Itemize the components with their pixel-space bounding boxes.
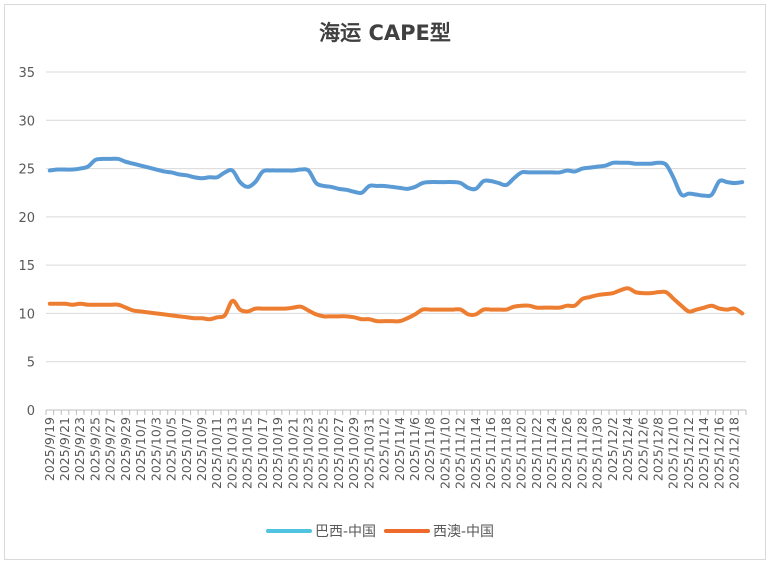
- x-tick-label: 2025/9/25: [87, 417, 102, 481]
- x-tick-label: 2025/10/9: [194, 417, 209, 481]
- x-tick-label: 2025/10/3: [148, 417, 163, 481]
- x-tick-label: 2025/10/25: [316, 417, 331, 489]
- x-tick-label: 2025/10/11: [209, 417, 224, 489]
- y-tick-label: 15: [18, 259, 35, 274]
- x-tick-label: 2025/11/14: [468, 417, 483, 489]
- x-tick-label: 2025/9/29: [118, 417, 133, 481]
- y-tick-label: 35: [18, 66, 35, 81]
- x-tick-label: 2025/10/19: [270, 417, 285, 489]
- x-tick-label: 2025/11/20: [514, 417, 529, 489]
- x-tick-label: 2025/11/2: [377, 417, 392, 481]
- series-line-2: [47, 286, 745, 324]
- x-tick-label: 2025/10/17: [255, 417, 270, 489]
- x-tick-label: 2025/10/29: [346, 417, 361, 489]
- y-tick-label: 0: [27, 404, 35, 419]
- x-tick-label: 2025/11/30: [590, 417, 605, 489]
- x-tick-label: 2025/10/1: [133, 417, 148, 481]
- x-tick-label: 2025/12/14: [696, 417, 711, 489]
- x-tick-label: 2025/10/21: [285, 417, 300, 489]
- x-tick-label: 2025/11/22: [529, 417, 544, 489]
- chart-title: 海运 CAPE型: [319, 21, 451, 45]
- x-tick-label: 2025/10/31: [361, 417, 376, 489]
- x-tick-label: 2025/12/6: [635, 417, 650, 481]
- x-tick-label: 2025/12/2: [605, 417, 620, 481]
- y-tick-label: 10: [18, 307, 35, 322]
- series-lines: [47, 156, 745, 324]
- y-tick-label: 5: [27, 356, 35, 371]
- x-tick-label: 2025/10/27: [331, 417, 346, 489]
- x-tick-label: 2025/11/24: [544, 417, 559, 489]
- y-tick-label: 30: [18, 114, 35, 129]
- x-tick-label: 2025/11/18: [498, 417, 513, 489]
- x-tick-label: 2025/12/18: [727, 417, 742, 489]
- x-tick-label: 2025/10/15: [240, 417, 255, 489]
- x-tick-label: 2025/9/23: [72, 417, 87, 481]
- x-tick-label: 2025/12/8: [651, 417, 666, 481]
- x-tick-label: 2025/11/10: [437, 417, 452, 489]
- series-line-1: [47, 156, 745, 199]
- x-tick-label: 2025/10/23: [301, 417, 316, 489]
- x-tick-label: 2025/11/12: [453, 417, 468, 489]
- y-tick-label: 25: [18, 163, 35, 178]
- chart-frame: [4, 4, 766, 560]
- x-tick-label: 2025/11/6: [407, 417, 422, 481]
- x-tick-label: 2025/12/4: [620, 417, 635, 481]
- x-tick-label: 2025/9/27: [103, 417, 118, 481]
- x-tick-label: 2025/10/13: [224, 417, 239, 489]
- x-tick-label: 2025/11/16: [483, 417, 498, 489]
- x-tick-label: 2025/12/16: [711, 417, 726, 489]
- x-tick-label: 2025/10/7: [179, 417, 194, 481]
- legend-label-2: 西澳-中国: [433, 524, 494, 540]
- legend: 巴西-中国 西澳-中国: [266, 524, 494, 540]
- x-tick-label: 2025/9/19: [42, 417, 57, 481]
- x-tick-label: 2025/10/5: [164, 417, 179, 481]
- legend-label-1: 巴西-中国: [315, 524, 376, 540]
- x-tick-label: 2025/9/21: [57, 417, 72, 481]
- y-tick-label: 20: [18, 211, 35, 226]
- x-tick-label: 2025/12/10: [666, 417, 681, 489]
- x-tick-label: 2025/11/26: [559, 417, 574, 489]
- x-tick-label: 2025/12/12: [681, 417, 696, 489]
- x-tick-label: 2025/11/28: [574, 417, 589, 489]
- x-tick-label: 2025/11/8: [422, 417, 437, 481]
- x-tick-label: 2025/11/4: [392, 417, 407, 481]
